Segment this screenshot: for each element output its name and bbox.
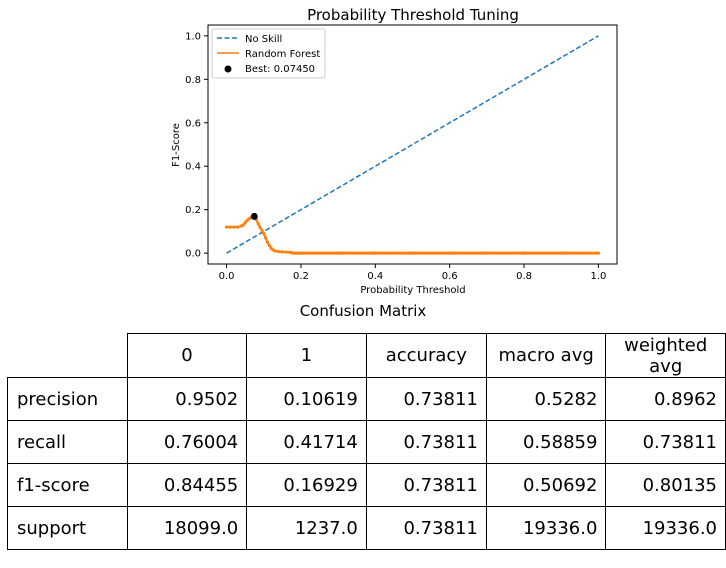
x-tick-label-1: 0.2 bbox=[293, 271, 309, 282]
legend: No Skill Random Forest Best: 0.07450 bbox=[211, 28, 326, 79]
y-tick-label-2: 0.4 bbox=[185, 162, 201, 173]
y-tick-label-3: 0.6 bbox=[185, 118, 201, 129]
row-label: recall bbox=[7, 420, 128, 464]
plot-frame bbox=[207, 24, 618, 265]
x-tick-label-3: 0.6 bbox=[442, 271, 458, 282]
table-corner-cell bbox=[7, 333, 128, 378]
table-row-precision: precision 0.9502 0.10619 0.73811 0.5282 … bbox=[7, 377, 726, 421]
classification-report-table: 0 1 accuracy macro avg weighted avg prec… bbox=[7, 333, 726, 550]
series-point bbox=[264, 236, 268, 240]
confusion-matrix-title: Confusion Matrix bbox=[299, 302, 427, 320]
table-cell: 0.73811 bbox=[365, 377, 487, 421]
series-point bbox=[260, 228, 264, 232]
series-point bbox=[265, 240, 270, 244]
row-label: support bbox=[7, 506, 128, 550]
legend-no-skill-label: No Skill bbox=[245, 34, 282, 45]
column-header-weighted-avg: weighted avg bbox=[605, 333, 726, 378]
legend-random-forest-label: Random Forest bbox=[245, 49, 320, 60]
series-point bbox=[256, 222, 260, 226]
table-cell: 19336.0 bbox=[485, 506, 607, 550]
series-point bbox=[284, 250, 288, 254]
x-tick-label-5: 1.0 bbox=[590, 271, 606, 282]
table-cell: 0.80135 bbox=[605, 463, 726, 507]
column-header-0: 0 bbox=[126, 333, 248, 378]
table-cell: 0.8962 bbox=[605, 377, 726, 421]
table-row-support: support 18099.0 1237.0 0.73811 19336.0 1… bbox=[7, 506, 726, 550]
y-axis-label: F1-Score bbox=[171, 123, 182, 167]
series-point bbox=[258, 225, 262, 230]
table-cell: 19336.0 bbox=[605, 506, 726, 550]
x-tick-label-0: 0.0 bbox=[219, 271, 235, 282]
table-cell: 0.73811 bbox=[365, 420, 487, 464]
y-tick-label-5: 1.0 bbox=[185, 31, 201, 42]
table-cell: 0.84455 bbox=[126, 463, 248, 507]
series-point bbox=[232, 225, 236, 229]
table-cell: 0.16929 bbox=[246, 463, 367, 507]
column-header-accuracy: accuracy bbox=[365, 333, 487, 378]
series-point bbox=[243, 221, 247, 225]
row-label: f1-score bbox=[7, 463, 128, 507]
table-cell: 18099.0 bbox=[126, 506, 248, 550]
best-threshold-point bbox=[250, 212, 258, 220]
y-tick-label-0: 0.0 bbox=[185, 249, 201, 260]
table-cell: 0.10619 bbox=[246, 377, 367, 421]
series-point bbox=[224, 225, 229, 229]
table-cell: 0.73811 bbox=[605, 420, 726, 464]
series-point bbox=[228, 225, 232, 229]
threshold-chart: Probability Threshold Tuning 0.0 0.2 0.4 0.… bbox=[171, 6, 618, 296]
table-cell: 0.73811 bbox=[365, 463, 487, 507]
table-cell: 0.73811 bbox=[365, 506, 487, 550]
x-tick-label-2: 0.4 bbox=[367, 271, 383, 282]
legend-best-label: Best: 0.07450 bbox=[245, 64, 315, 75]
x-axis-label: Probability Threshold bbox=[360, 285, 465, 296]
table-cell: 1237.0 bbox=[246, 506, 367, 550]
y-tick-label-1: 0.2 bbox=[185, 205, 201, 216]
series-point bbox=[236, 225, 240, 229]
table-cell: 0.5282 bbox=[485, 377, 607, 421]
x-tick-label-4: 0.8 bbox=[516, 271, 532, 282]
table-row-f1-score: f1-score 0.84455 0.16929 0.73811 0.50692… bbox=[7, 463, 726, 507]
series-point bbox=[262, 231, 266, 236]
table-cell: 0.58859 bbox=[485, 420, 607, 464]
chart-title: Probability Threshold Tuning bbox=[307, 6, 519, 24]
series-point bbox=[273, 249, 277, 253]
column-header-1: 1 bbox=[246, 333, 367, 378]
series-point bbox=[277, 250, 281, 254]
series-line-0 bbox=[226, 35, 599, 254]
table-row-recall: recall 0.76004 0.41714 0.73811 0.58859 0… bbox=[7, 420, 726, 464]
y-tick-label-4: 0.8 bbox=[185, 75, 201, 86]
table-cell: 0.76004 bbox=[126, 420, 248, 464]
legend-best-marker bbox=[224, 65, 232, 73]
column-header-macro-avg: macro avg bbox=[485, 333, 607, 378]
series-line-1 bbox=[226, 215, 599, 255]
row-label: precision bbox=[7, 377, 128, 421]
table-cell: 0.41714 bbox=[246, 420, 367, 464]
table-header-row: 0 1 accuracy macro avg weighted avg bbox=[7, 333, 726, 378]
series-point bbox=[280, 250, 284, 254]
table-cell: 0.9502 bbox=[126, 377, 248, 421]
table-cell: 0.50692 bbox=[485, 463, 607, 507]
series-point bbox=[267, 243, 271, 248]
series-point bbox=[241, 223, 245, 227]
